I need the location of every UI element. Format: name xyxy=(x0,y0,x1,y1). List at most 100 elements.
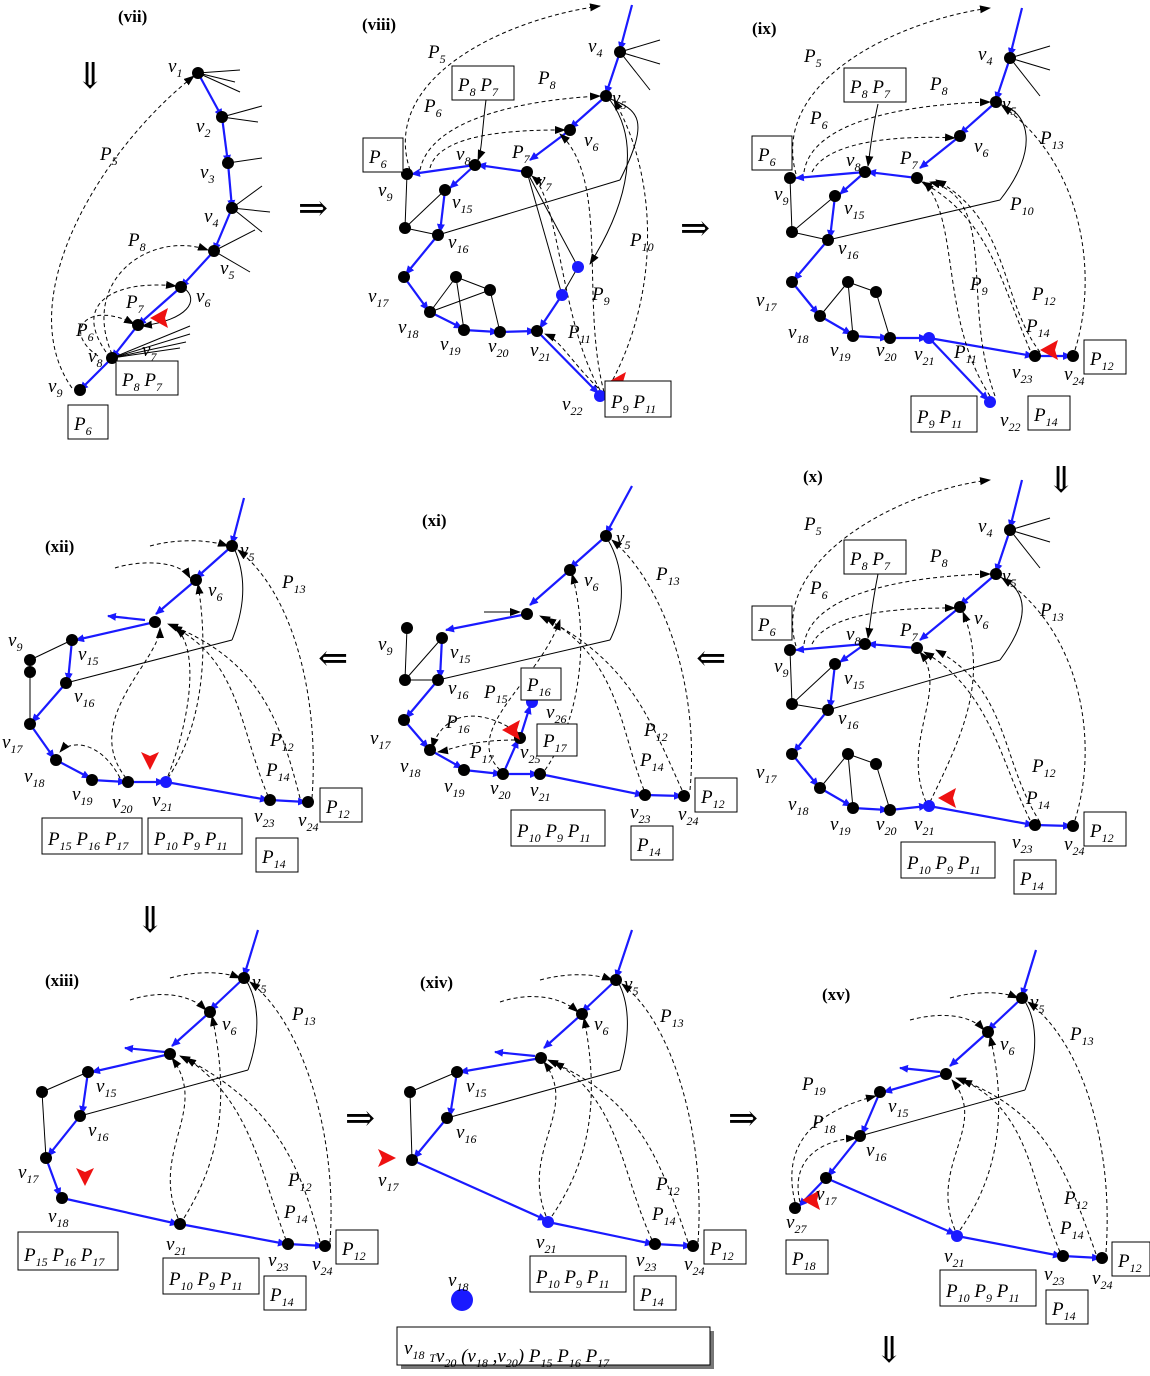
node-v15 xyxy=(439,184,451,196)
node-v5 xyxy=(600,90,612,102)
tree-edge xyxy=(64,639,74,682)
tree-edge xyxy=(61,1196,179,1227)
node-v5 xyxy=(610,974,622,986)
node-v22 xyxy=(594,390,606,402)
label-P8: P8 xyxy=(929,546,948,570)
transition-arrow: ⇓ xyxy=(874,1330,904,1370)
node-v6 xyxy=(204,1006,216,1018)
tree-edge xyxy=(230,497,246,545)
tree-edge xyxy=(928,336,1034,359)
label-v16: v16 xyxy=(448,232,468,256)
node-a xyxy=(450,271,462,283)
graph-curve xyxy=(1023,999,1036,1091)
box-P6 xyxy=(362,137,404,173)
label-P6: P6 xyxy=(423,96,442,120)
node-b xyxy=(484,284,496,296)
label-v8: v8 xyxy=(846,150,860,174)
graph-edge xyxy=(455,276,465,331)
node-v9 xyxy=(36,1086,48,1098)
label-v16: v16 xyxy=(88,1120,108,1144)
path-curve xyxy=(531,175,601,391)
node-v16 xyxy=(441,1112,453,1124)
tree-edge xyxy=(124,1044,166,1054)
panel-title: (xi) xyxy=(422,511,447,530)
label-P7: P7 xyxy=(899,620,919,644)
box-P14 xyxy=(263,1275,307,1311)
label-v22: v22 xyxy=(562,394,582,418)
label-v24: v24 xyxy=(1064,364,1084,388)
node-v15 xyxy=(829,658,841,670)
graph-curve xyxy=(245,979,258,1071)
tree-edge xyxy=(242,929,260,977)
node-v8 xyxy=(106,352,118,364)
graph-edge xyxy=(404,173,408,229)
node-v9 xyxy=(74,384,86,396)
label-v7: v7 xyxy=(537,170,552,194)
box-P8P7 xyxy=(843,539,907,575)
graph-edge xyxy=(429,276,457,313)
tree-edge xyxy=(1008,479,1024,529)
label-v2: v2 xyxy=(196,116,210,140)
node-e xyxy=(24,666,36,678)
tree-edge xyxy=(899,1064,941,1074)
label-P12: P12 xyxy=(655,1174,680,1198)
path-curve xyxy=(111,627,164,779)
path-curve xyxy=(959,1035,1000,1231)
label-P13: P13 xyxy=(1039,600,1064,624)
label-v21: v21 xyxy=(152,790,172,814)
label-P17: P17 xyxy=(469,742,495,766)
label-v18: v18 xyxy=(48,1206,68,1230)
node-v23 xyxy=(264,794,276,806)
graph-edge xyxy=(231,207,263,233)
transition-arrow: ⇒ xyxy=(680,208,710,248)
label-v16: v16 xyxy=(448,678,468,702)
node-v3 xyxy=(222,157,234,169)
graph-edge xyxy=(455,276,491,291)
graph-edge xyxy=(791,703,829,711)
node-c xyxy=(572,261,584,273)
box-P12 xyxy=(1083,811,1127,847)
path-curve xyxy=(605,99,648,393)
label-v17: v17 xyxy=(756,290,777,314)
label-v26: v26 xyxy=(546,702,566,726)
label-v21: v21 xyxy=(166,1234,186,1258)
graph-curve xyxy=(865,573,879,639)
path-curve xyxy=(249,981,332,1243)
node-v24 xyxy=(1096,1252,1108,1264)
label-v19: v19 xyxy=(72,784,92,808)
graph-edge xyxy=(221,105,263,118)
node-v4 xyxy=(1004,52,1016,64)
box-P10P9P11 xyxy=(900,841,996,879)
graph-curve xyxy=(607,539,622,641)
box-P14 xyxy=(1013,859,1057,895)
label-P12: P12 xyxy=(1031,284,1056,308)
label-P13: P13 xyxy=(1039,128,1064,152)
label-v19: v19 xyxy=(440,334,460,358)
current-pointer xyxy=(502,720,520,740)
label-P15: P15 xyxy=(483,682,508,706)
node-v15 xyxy=(451,1066,463,1078)
node-e xyxy=(786,698,798,710)
current-pointer xyxy=(802,1190,820,1210)
path-curve xyxy=(961,1079,1061,1253)
current-pointer xyxy=(141,752,159,770)
node-v5 xyxy=(990,568,1002,580)
label-v7: v7 xyxy=(142,340,157,364)
tree-edge xyxy=(31,682,67,723)
graph-edge xyxy=(111,325,191,359)
box-P8P7-label: P8 P7 xyxy=(121,370,163,394)
tree-edge xyxy=(825,1176,956,1236)
path-curve xyxy=(93,280,177,353)
box-P14 xyxy=(633,1275,677,1311)
label-v23: v23 xyxy=(1012,362,1032,386)
node-v7 xyxy=(132,319,144,331)
path-curve xyxy=(545,617,645,791)
label-v5: v5 xyxy=(1002,94,1016,118)
tree-edge xyxy=(226,162,236,209)
label-v15: v15 xyxy=(78,644,98,668)
path-curve xyxy=(921,181,1031,351)
graph-edge xyxy=(231,207,271,213)
label-P13: P13 xyxy=(291,1004,316,1028)
node-v6 xyxy=(564,124,576,136)
tree-edge xyxy=(1034,821,1072,830)
